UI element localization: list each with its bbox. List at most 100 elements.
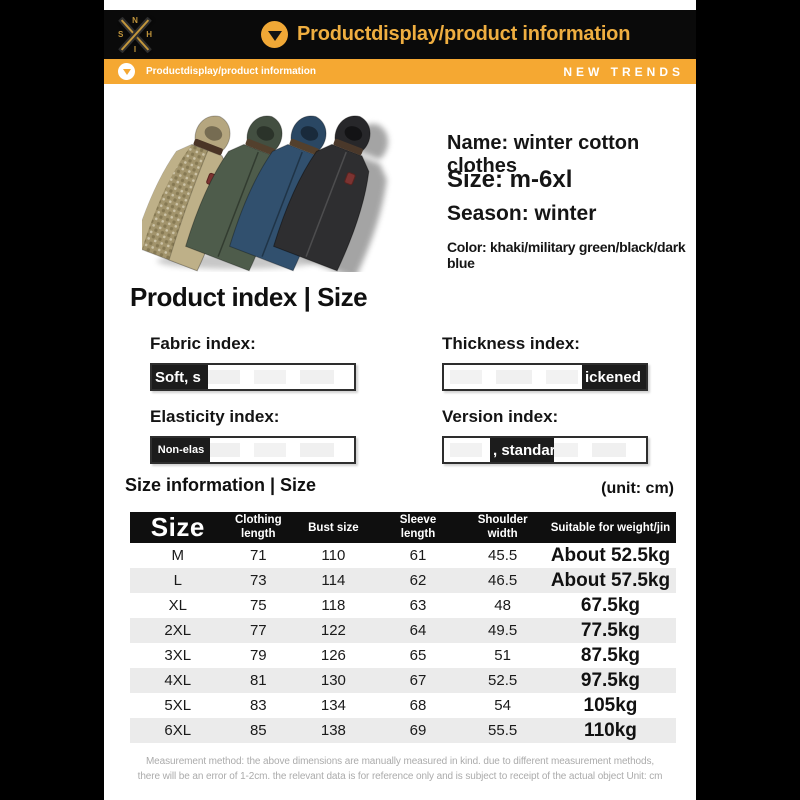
table-header-cell: Bust size [308,521,359,534]
size-unit-label: (unit: cm) [601,480,674,497]
table-cell: 67 [409,672,427,689]
table-cell: 130 [320,672,346,689]
product-season-line: Season: winter [447,202,597,225]
table-cell: 65 [409,647,427,664]
table-cell: 45.5 [488,547,518,564]
table-cell: 48 [494,597,511,614]
down-triangle-icon [267,30,282,41]
table-cell: L [173,572,182,589]
table-cell: 79 [249,647,267,664]
table-cell: 55.5 [488,722,518,739]
version-index-chip: , standar [490,438,554,462]
table-cell: 81 [249,672,267,689]
table-cell: 51 [494,647,511,664]
logo-letter-s: S [118,30,124,39]
table-cell: 138 [320,722,346,739]
table-cell: 75 [249,597,267,614]
table-cell: 46.5 [488,572,518,589]
thickness-index-chip: ickened [582,365,646,389]
measurement-note-line1: Measurement method: the above dimensions… [145,756,655,767]
table-cell: 134 [320,697,346,714]
index-label: Version index: [442,407,559,426]
table-row: 5XL 83 134 68 54 105kg [130,693,676,718]
table-cell: 110kg [584,719,637,741]
measurement-note-line2: there will be an error of 1-2cm. the rel… [137,771,663,782]
table-cell: XL [168,597,187,614]
size-table-body: M 71 110 61 45.5 About 52.5kg L 73 114 62 46.5 Abou… [130,543,676,743]
table-header-cell: Suitable for weight/jin [550,521,671,534]
table-cell: 83 [249,697,267,714]
fabric-index-bar: Soft, s [150,363,356,391]
table-cell: 97.5kg [580,669,641,691]
table-cell: 2XL [164,622,192,639]
thickness-index-bar: ickened [442,363,648,391]
version-index-bar: , standar [442,436,648,464]
table-header-cell: Sleeve length [399,514,437,540]
elasticity-index-chip: Non-elas [152,438,210,462]
size-table-head: Size Clothing length Bust size Sleeve lengt… [130,512,676,543]
product-name-line: Name: winter cotton clothes [447,132,640,177]
down-arrow-badge [261,21,288,48]
table-cell: 6XL [164,722,192,739]
table-cell: 105kg [583,694,638,716]
product-image-jackets [142,115,389,272]
table-cell: 68 [409,697,427,714]
table-cell: 64 [409,622,427,639]
table-row: L 73 114 62 46.5 About 57.5kg [130,568,676,593]
index-item-thickness: Thickness index: ickened [442,334,652,391]
size-table: Size Clothing length Bust size Sleeve lengt… [130,512,676,743]
table-cell: About 57.5kg [550,569,671,591]
product-size-line: Size: m-6xl [447,166,573,193]
table-cell: 85 [249,722,267,739]
measurement-note: Measurement method: the above dimensions… [104,754,696,784]
table-row: 3XL 79 126 65 51 87.5kg [130,643,676,668]
content-column: N S H I Productdisplay/product informati… [104,0,696,800]
table-header-cell: Shoulder width [477,514,528,540]
fabric-index-chip: Soft, s [152,365,208,389]
product-color-line: Color: khaki/military green/black/dark b… [447,239,686,271]
table-header-cell: Clothing length [234,514,282,540]
table-row: 4XL 81 130 67 52.5 97.5kg [130,668,676,693]
brand-x-logo: N S H I [117,16,153,54]
table-cell: 77 [249,622,267,639]
table-cell: 73 [249,572,267,589]
top-white-strip [104,0,696,10]
table-cell: 114 [321,572,346,589]
table-cell: About 52.5kg [550,544,671,566]
subheader-label: Productdisplay/product information [146,66,317,77]
index-label: Fabric index: [150,334,256,353]
header-bar: N S H I Productdisplay/product informati… [104,10,696,59]
logo-letter-i: I [133,45,137,54]
product-index-title: Product index | Size [130,282,368,312]
index-label: Thickness index: [442,334,580,353]
table-cell: 61 [409,547,427,564]
table-cell: 110 [321,547,346,564]
table-cell: 77.5kg [580,619,641,641]
down-triangle-icon [122,69,131,75]
index-item-version: Version index: , standar [442,407,652,464]
logo-letter-h: H [146,30,152,39]
table-cell: 62 [409,572,427,589]
index-label: Elasticity index: [150,407,280,426]
table-cell: 118 [321,597,346,614]
table-cell: 54 [494,697,511,714]
subheader-bar: Productdisplay/product information NEW T… [104,59,696,84]
table-row: XL 75 118 63 48 67.5kg [130,593,676,618]
table-cell: 67.5kg [580,594,641,616]
table-cell: 4XL [164,672,192,689]
table-row: M 71 110 61 45.5 About 52.5kg [130,543,676,568]
index-item-fabric: Fabric index: Soft, s [150,334,360,391]
table-cell: 69 [409,722,427,739]
table-header-cell: Size [150,512,205,542]
elasticity-index-bar: Non-elas [150,436,356,464]
table-cell: 126 [320,647,346,664]
table-cell: 122 [320,622,346,639]
header-title: Productdisplay/product information [297,23,631,45]
index-item-elasticity: Elasticity index: Non-elas [150,407,360,464]
jacket-black [273,115,371,272]
table-cell: 87.5kg [580,644,641,666]
table-cell: 52.5 [488,672,518,689]
logo-letter-n: N [132,16,138,25]
main-panel: Name: winter cotton clothes Size: m-6xl … [104,84,696,800]
